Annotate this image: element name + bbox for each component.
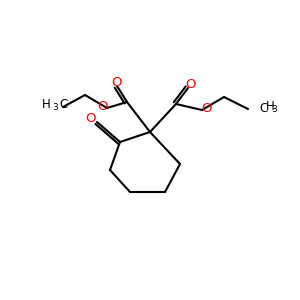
Text: O: O — [85, 112, 95, 124]
Text: O: O — [202, 103, 212, 116]
Text: C: C — [260, 101, 268, 115]
Text: O: O — [111, 76, 121, 89]
Text: H: H — [42, 98, 51, 110]
Text: 3: 3 — [271, 104, 277, 113]
Text: O: O — [185, 79, 195, 92]
Text: C: C — [59, 98, 67, 112]
Text: 3: 3 — [52, 103, 58, 112]
Text: O: O — [97, 100, 107, 113]
Text: H: H — [266, 100, 274, 112]
